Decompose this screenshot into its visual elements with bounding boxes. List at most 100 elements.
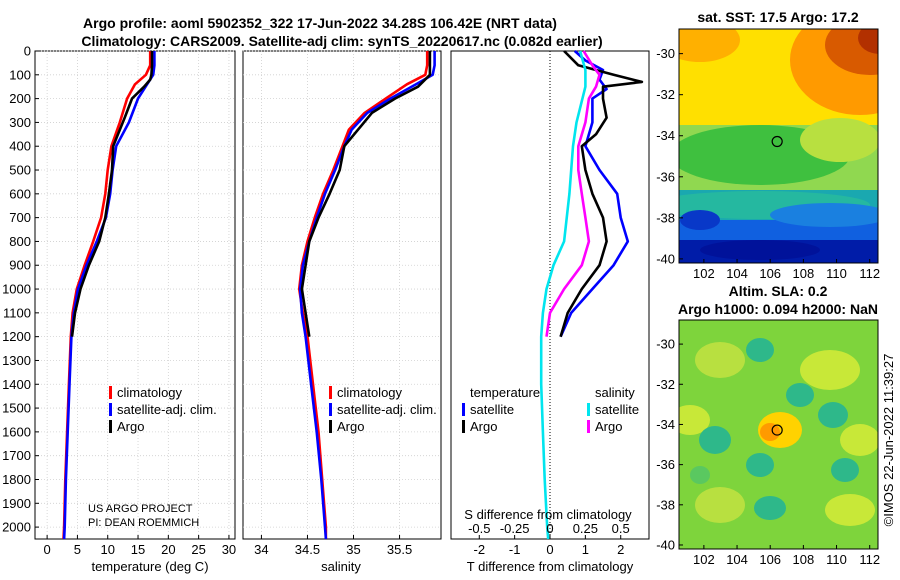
sla-map-panel: Altim. SLA: 0.2 Argo h1000: 0.094 h2000:… <box>656 283 880 567</box>
lon-tick-label: 104 <box>726 552 748 567</box>
legend-label: Argo <box>470 419 497 434</box>
legend-swatch-satellite <box>109 403 112 416</box>
y-tick-label: 100 <box>9 67 31 82</box>
salinity-xlabel: salinity <box>321 559 361 574</box>
salinity-gridlines <box>243 50 441 539</box>
x-tick-label: -2 <box>474 542 486 557</box>
y-tick-label: 1600 <box>2 424 31 439</box>
lat-tick-label: -36 <box>656 169 675 184</box>
x-tick-label: 25 <box>191 542 205 557</box>
series-line-s-satellite <box>539 50 587 540</box>
legend-swatch-t-satellite <box>462 403 465 416</box>
x-tick-label: -1 <box>509 542 521 557</box>
y-tick-label: 1300 <box>2 353 31 368</box>
legend-label: satellite-adj. clim. <box>337 402 437 417</box>
lon-tick-label: 112 <box>859 552 880 567</box>
salinity-tick-labels: 34 34.5 35 35.5 <box>254 535 412 557</box>
temperature-panel: 0100200300400500600700800900100011001200… <box>2 44 455 574</box>
temperature-axes <box>34 50 236 540</box>
legend-swatch-argo <box>109 420 112 433</box>
salinity-series <box>297 51 436 540</box>
lat-tick-label: -30 <box>656 46 675 61</box>
sla-map-title-line1: Altim. SLA: 0.2 <box>729 283 828 299</box>
lon-tick-label: 104 <box>726 266 748 281</box>
lon-tick-label: 106 <box>759 552 781 567</box>
y-tick-label: 700 <box>9 210 31 225</box>
sla-lon-tick-labels: 102 104 106 108 110 112 <box>693 545 880 567</box>
x-tick-label: 2 <box>617 542 624 557</box>
s-diff-tick-label: 0 <box>546 521 553 536</box>
y-tick-label: 800 <box>9 234 31 249</box>
x-tick-label: 34 <box>254 542 268 557</box>
y-tick-label: 600 <box>9 186 31 201</box>
legend-title-temperature: temperature <box>470 385 540 400</box>
x-tick-label: 10 <box>100 542 114 557</box>
y-tick-label: 1200 <box>2 329 31 344</box>
lat-tick-label: -38 <box>656 210 675 225</box>
s-diff-tick-label: -0.25 <box>500 521 530 536</box>
y-tick-label: 1800 <box>2 472 31 487</box>
s-diff-tick-label: 0.25 <box>573 521 598 536</box>
legend-swatch-s-satellite <box>587 403 590 416</box>
lon-tick-label: 110 <box>826 266 847 281</box>
salinity-legend: climatology satellite-adj. clim. Argo <box>329 385 437 434</box>
argo-position-marker <box>771 424 783 436</box>
figure-title-line2: Climatology: CARS2009. Satellite-adj cli… <box>81 33 602 49</box>
legend-label: satellite-adj. clim. <box>117 402 217 417</box>
y-tick-label: 1100 <box>3 305 31 320</box>
series-line-argo <box>70 51 154 337</box>
salinity-difference-tick-labels: -0.5 -0.25 0 0.25 0.5 <box>468 521 630 536</box>
sst-map-panel: sat. SST: 17.5 Argo: 17.2 <box>656 9 880 281</box>
legend-label: climatology <box>337 385 403 400</box>
x-tick-label: 35 <box>346 542 360 557</box>
lat-tick-label: -36 <box>656 457 675 472</box>
project-note-line2: PI: DEAN ROEMMICH <box>88 517 199 529</box>
lat-tick-label: -34 <box>656 128 675 143</box>
y-tick-label: 1500 <box>2 401 31 416</box>
sst-map-frame <box>678 28 879 264</box>
difference-tick-labels: -2 -1 0 1 2 <box>474 535 624 557</box>
legend-title-salinity: salinity <box>595 385 635 400</box>
series-line-s-argo <box>545 50 601 337</box>
difference-legend: temperature salinity satellite Argo sate… <box>462 385 639 434</box>
x-tick-label: 35.5 <box>387 542 412 557</box>
legend-label: satellite <box>595 402 639 417</box>
legend-swatch-s-argo <box>587 420 590 433</box>
lon-tick-label: 102 <box>693 552 715 567</box>
series-line-t-satellite <box>559 50 630 338</box>
lat-tick-label: -30 <box>656 337 675 352</box>
lon-tick-label: 102 <box>693 266 715 281</box>
temperature-legend: climatology satellite-adj. clim. Argo <box>109 385 217 434</box>
figure-title-line1: Argo profile: aoml 5902352_322 17-Jun-20… <box>83 15 557 31</box>
project-note-line1: US ARGO PROJECT <box>88 503 193 515</box>
y-tick-label: 2000 <box>2 520 31 535</box>
legend-swatch-t-argo <box>462 420 465 433</box>
salinity-panel: 34 34.5 35 35.5 salinity climatology satell… <box>242 50 442 574</box>
salinity-axes <box>242 50 442 540</box>
sla-lat-tick-labels: -30 -32 -34 -36 -38 -40 <box>656 337 683 552</box>
x-tick-label: 0 <box>44 542 51 557</box>
y-tick-label: 300 <box>9 115 31 130</box>
x-tick-label: 20 <box>161 542 175 557</box>
y-tick-label: 900 <box>9 258 31 273</box>
x-tick-label: 34.5 <box>295 542 320 557</box>
t-difference-xlabel: T difference from climatology <box>467 559 634 574</box>
lat-tick-label: -38 <box>656 497 675 512</box>
x-tick-label: 30 <box>222 542 236 557</box>
series-line-climatology <box>297 51 429 539</box>
lat-tick-label: -40 <box>656 251 675 266</box>
s-diff-tick-label: -0.5 <box>468 521 490 536</box>
legend-label: Argo <box>337 419 364 434</box>
lon-tick-label: 110 <box>826 552 847 567</box>
s-diff-tick-label: 0.5 <box>612 521 630 536</box>
sla-map-image <box>679 320 878 549</box>
difference-series <box>539 50 644 540</box>
x-tick-label: 1 <box>582 542 589 557</box>
y-tick-label: 500 <box>9 163 31 178</box>
legend-label: climatology <box>117 385 183 400</box>
sla-map-frame <box>678 319 879 550</box>
lon-tick-label: 112 <box>859 266 880 281</box>
x-tick-label: 0 <box>546 542 553 557</box>
y-tick-label: 0 <box>24 44 31 59</box>
sst-map-image <box>679 29 878 263</box>
